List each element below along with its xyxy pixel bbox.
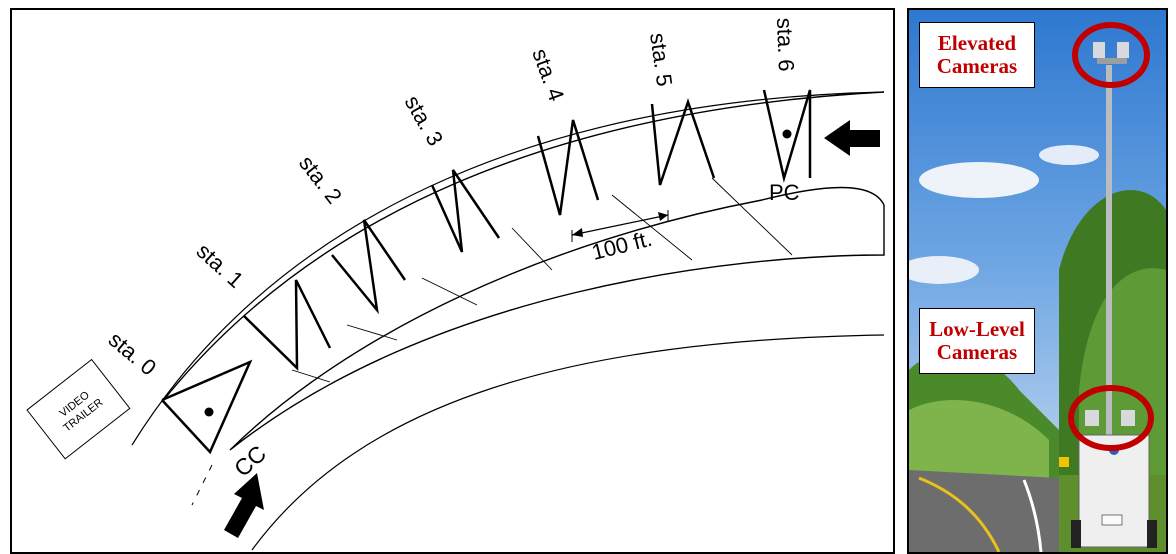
station-label-3: sta. 3	[400, 91, 449, 150]
trailer-photo	[909, 10, 1166, 552]
cloud	[919, 162, 1039, 198]
z-marker-3	[430, 169, 501, 253]
station-label-0: sta. 0	[104, 327, 161, 381]
lane-transverse-lines	[291, 177, 793, 383]
low-level-cameras-line1: Low-Level	[929, 317, 1025, 341]
z-marker-6	[762, 89, 812, 183]
lane-edge-inner	[229, 186, 885, 451]
low-level-cameras-line2: Cameras	[936, 340, 1018, 364]
road-sign	[1059, 457, 1069, 467]
trailer-photo-panel: Elevated Cameras Low-Level Cameras	[907, 8, 1168, 554]
sensor-dot-sta6	[782, 129, 792, 139]
road-white-line	[1022, 479, 1043, 552]
trailer-wheel	[1147, 520, 1157, 548]
traffic-arrow-up-icon	[224, 473, 264, 538]
cloud	[909, 256, 979, 284]
elevated-camera	[1117, 42, 1129, 58]
z-marker-2	[331, 219, 407, 315]
road-yellow-line	[918, 476, 1001, 552]
z-marker-5	[650, 98, 716, 186]
z-markers	[161, 89, 812, 455]
station-label-1: sta. 1	[192, 238, 249, 293]
lane-dash	[191, 464, 213, 506]
z-marker-4	[536, 119, 600, 216]
elevated-cameras-callout: Elevated Cameras	[919, 22, 1035, 88]
trees-left-light	[909, 400, 1049, 480]
station-label-4: sta. 4	[527, 45, 569, 104]
low-level-cameras-highlight	[1068, 385, 1154, 451]
cloud	[1039, 145, 1099, 165]
video-trailer: VIDEO TRAILER	[26, 358, 131, 460]
elevated-cameras-highlight	[1072, 22, 1150, 88]
mast-top-bar	[1097, 58, 1127, 64]
distance-dimension	[571, 210, 669, 242]
station-label-2: sta. 2	[294, 151, 347, 209]
z-marker-0	[161, 359, 253, 455]
road-outer-edge	[131, 91, 885, 446]
pc-label: PC	[769, 180, 800, 205]
license-plate	[1101, 514, 1123, 526]
elevated-cameras-line1: Elevated	[937, 31, 1017, 55]
camera-mast	[1106, 65, 1112, 435]
sensor-dot-sta0	[204, 407, 214, 417]
station-label-5: sta. 5	[645, 31, 677, 88]
low-level-camera	[1121, 410, 1135, 426]
station-label-6: sta. 6	[772, 17, 799, 72]
trailer-wheel	[1071, 520, 1081, 548]
low-level-cameras-callout: Low-Level Cameras	[919, 308, 1035, 374]
elevated-cameras-line2: Cameras	[936, 54, 1018, 78]
trees-right-light	[1079, 268, 1166, 480]
road-far-edge	[251, 334, 885, 551]
distance-label: 100 ft.	[589, 226, 654, 265]
low-level-camera	[1085, 410, 1099, 426]
traffic-arrow-left-icon	[824, 120, 880, 156]
z-marker-1	[243, 279, 332, 372]
road	[909, 470, 1079, 552]
elevated-camera	[1093, 42, 1105, 58]
curve-diagram: sta. 0 sta. 1 sta. 2 sta. 3 sta. 4 sta. …	[26, 17, 885, 551]
curve-diagram-panel: sta. 0 sta. 1 sta. 2 sta. 3 sta. 4 sta. …	[10, 8, 895, 554]
